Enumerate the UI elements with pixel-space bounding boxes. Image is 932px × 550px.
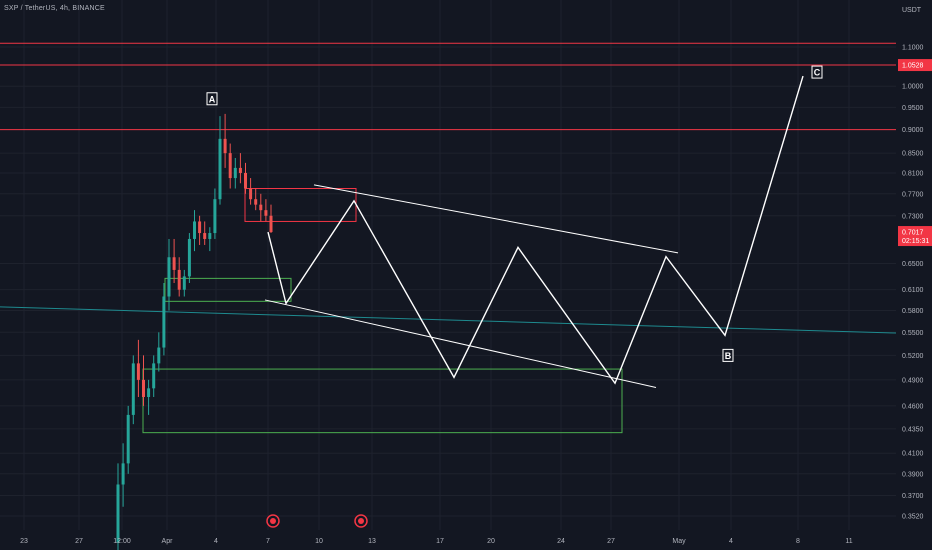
time-tick-label: 7 xyxy=(266,538,270,545)
currency-label: USDT xyxy=(902,7,922,14)
price-tick-label: 0.4600 xyxy=(902,403,924,410)
price-tick-label: 0.5500 xyxy=(902,330,924,337)
price-tick-label: 0.7700 xyxy=(902,191,924,198)
time-tick-label: 17 xyxy=(436,538,444,545)
candle-body xyxy=(121,463,125,485)
event-markers[interactable] xyxy=(266,514,368,528)
candle-body xyxy=(147,388,151,398)
time-tick-label: 4 xyxy=(214,538,218,545)
candle-body xyxy=(193,221,196,239)
time-tick-label: 8 xyxy=(796,538,800,545)
price-tick-label: 0.3700 xyxy=(902,493,924,500)
lower-trendline xyxy=(264,299,657,388)
candle-body xyxy=(172,257,176,270)
time-tick-label: 27 xyxy=(75,538,83,545)
wave-label-a: A xyxy=(209,94,216,104)
candle-body xyxy=(177,269,181,290)
candle-body xyxy=(254,199,258,205)
price-tick-label: 0.4350 xyxy=(902,426,924,433)
price-tag-value: 0.7017 xyxy=(902,230,924,237)
price-tag-countdown: 02:15:31 xyxy=(902,238,929,245)
time-tick-label: May xyxy=(672,538,686,545)
chart-title: SXP / TetherUS, 4h, BINANCE xyxy=(4,5,105,12)
candle-body xyxy=(131,363,135,415)
candle-body xyxy=(218,138,222,200)
time-tick-label: 27 xyxy=(607,538,615,545)
upper-trendline xyxy=(313,184,679,254)
event-marker-dot xyxy=(358,518,364,524)
candle-body xyxy=(126,414,130,464)
candle-body xyxy=(152,363,156,389)
price-tick-label: 0.3520 xyxy=(902,514,924,521)
candle-body xyxy=(142,379,145,398)
candle-body xyxy=(238,167,242,173)
candle-body xyxy=(203,233,207,239)
chart-grid xyxy=(0,0,896,530)
candle-body xyxy=(233,167,237,179)
candle-body xyxy=(198,221,202,234)
price-tick-label: 0.3900 xyxy=(902,471,924,478)
price-tick-label: 0.7300 xyxy=(902,213,924,220)
price-tick-label: 0.5800 xyxy=(902,308,924,315)
time-tick-label: 13 xyxy=(368,538,376,545)
price-tick-label: 1.1000 xyxy=(902,45,924,52)
time-axis[interactable]: 23 27 12:00 Apr 4 7 10 13 17 20 24 27 May 4 8 11 xyxy=(20,538,853,545)
wave-label-box xyxy=(206,92,218,106)
candle-body xyxy=(249,188,253,200)
wave-label-c: C xyxy=(814,68,821,78)
time-tick-label: Apr xyxy=(162,538,174,545)
time-tick-label: 23 xyxy=(20,538,28,545)
price-tick-label: 0.6100 xyxy=(902,287,924,294)
time-tick-label: 12:00 xyxy=(113,538,131,545)
horizontal-levels[interactable] xyxy=(0,42,896,131)
candle-body xyxy=(244,172,247,189)
candle-body xyxy=(187,238,191,277)
candle-body xyxy=(167,257,171,297)
price-tag xyxy=(898,226,932,247)
price-tick-label: 0.4100 xyxy=(902,451,924,458)
price-tick-label: 1.0000 xyxy=(902,84,924,91)
demand-zone xyxy=(142,368,623,434)
price-tick-label: 0.9500 xyxy=(902,105,924,112)
price-tick-label: 0.9000 xyxy=(902,127,924,134)
candle-body xyxy=(228,153,232,179)
time-tick-label: 24 xyxy=(557,538,565,545)
trendlines[interactable] xyxy=(0,184,897,388)
candle-body xyxy=(213,199,217,234)
candle-body xyxy=(136,363,140,380)
candle-body xyxy=(116,484,120,543)
wave-label-box xyxy=(722,348,734,362)
time-tick-label: 20 xyxy=(487,538,495,545)
price-tick-label: 0.8100 xyxy=(902,170,924,177)
wave-labels: A B C xyxy=(206,65,823,362)
time-tick-label: 10 xyxy=(315,538,323,545)
candle-body xyxy=(162,296,166,348)
wave-label-box xyxy=(811,65,823,79)
candle-body xyxy=(223,138,227,154)
price-tag-value: 1.0528 xyxy=(902,63,924,70)
price-tick-label: 0.8500 xyxy=(902,151,924,158)
event-marker-dot xyxy=(270,518,276,524)
price-tag xyxy=(898,59,932,72)
candle-body xyxy=(157,347,161,364)
time-tick-label: 4 xyxy=(729,538,733,545)
candle-body xyxy=(269,215,273,233)
support-zone xyxy=(164,277,292,302)
wave-projection[interactable] xyxy=(267,75,804,385)
candle-body xyxy=(264,210,268,216)
price-tick-label: 0.5200 xyxy=(902,353,924,360)
candles xyxy=(116,113,273,550)
price-tick-label: 0.6500 xyxy=(902,261,924,268)
teal-trendline xyxy=(0,306,897,334)
time-tick-label: 11 xyxy=(845,538,852,545)
projection-path xyxy=(267,75,804,385)
price-axis[interactable]: USDT 1.1000 1.0000 0.9500 0.9000 0.8500 0.8100… xyxy=(898,7,932,521)
wave-label-b: B xyxy=(725,351,732,361)
candle-body xyxy=(208,233,212,239)
candle-body xyxy=(259,204,263,211)
candle-body xyxy=(182,276,186,290)
price-tick-label: 0.4900 xyxy=(902,377,924,384)
